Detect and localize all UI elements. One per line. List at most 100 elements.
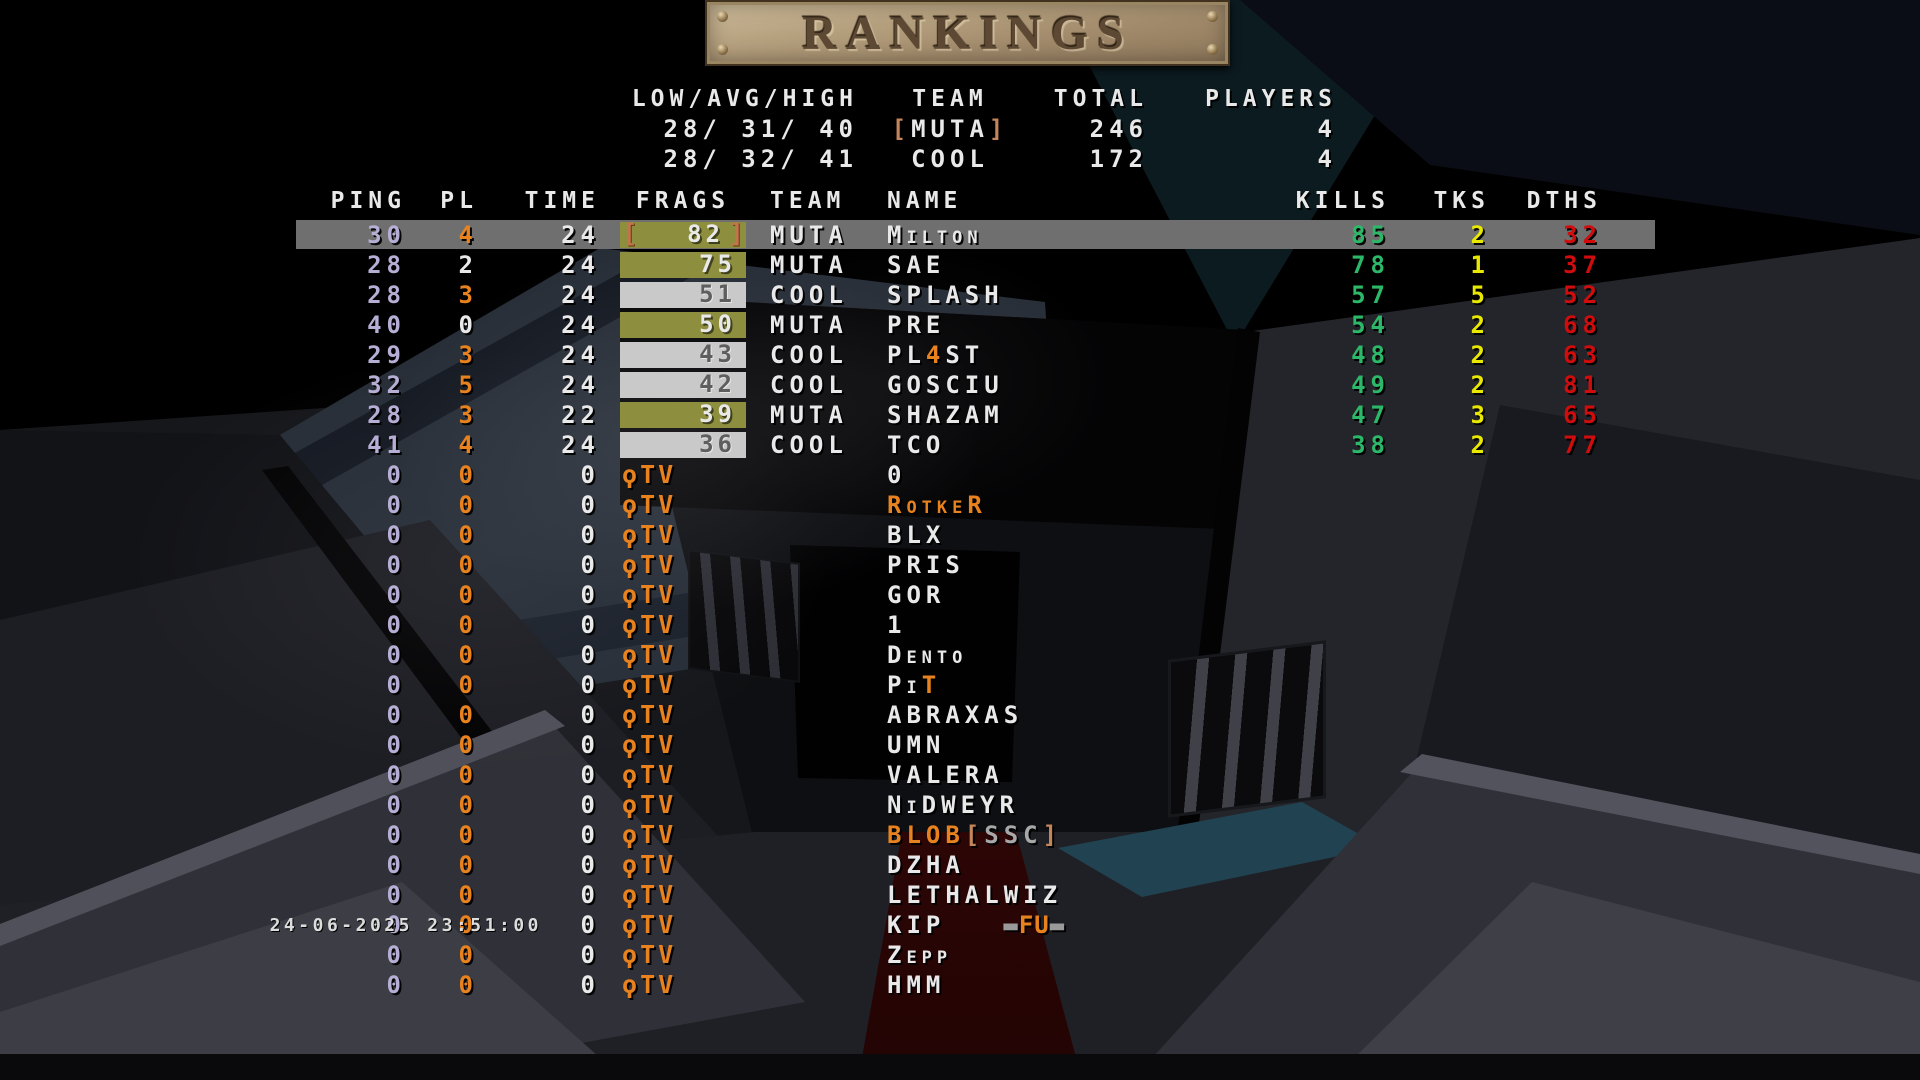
team-value: MUTA	[770, 251, 848, 279]
ping-value: 28	[367, 281, 406, 309]
frags-value: 82	[687, 220, 724, 248]
quake-logo-icon: ϙ	[622, 640, 641, 669]
time-value: 0	[580, 641, 600, 669]
pl-value: 0	[458, 491, 478, 519]
spectator-row: 0 0 0 ϙTV 1	[0, 610, 1920, 640]
player-name: 1	[887, 610, 1447, 640]
name-segment: PRE	[887, 311, 946, 339]
rivet-icon	[717, 44, 728, 55]
qtv-label: TV	[640, 580, 677, 609]
team-bracket-icon: [	[891, 115, 912, 143]
dths-value: 52	[1563, 281, 1602, 309]
dths-value: 77	[1563, 431, 1602, 459]
summary-header-total: TOTAL	[1053, 86, 1148, 112]
team-name: COOL	[911, 145, 989, 173]
frag-bracket-icon: ]	[728, 219, 744, 249]
ping-value: 40	[367, 311, 406, 339]
qtv-label: TV	[640, 700, 677, 729]
time-value: 0	[580, 911, 600, 939]
qtv-indicator: ϙTV	[622, 610, 676, 640]
player-name: 0	[887, 460, 1447, 490]
pl-value: 0	[458, 551, 478, 579]
pl-value: 0	[458, 581, 478, 609]
player-name: RotkeR	[887, 490, 1447, 520]
spectator-row: 0 0 0 ϙTV LETHALWIZ	[0, 880, 1920, 910]
kills-value: 85	[1351, 221, 1390, 249]
pl-value: 0	[458, 941, 478, 969]
team-value: COOL	[770, 341, 848, 369]
ping-value: 0	[386, 581, 406, 609]
header-team: TEAM	[770, 188, 846, 214]
frags-box: 36	[620, 430, 746, 458]
time-value: 0	[580, 971, 600, 999]
match-datetime: 24-06-2025 23:51:00	[269, 915, 542, 936]
spectator-row: 0 0 0 ϙTV PRIS	[0, 550, 1920, 580]
ping-value: 0	[386, 821, 406, 849]
qtv-indicator: ϙTV	[622, 880, 676, 910]
ping-value: 0	[386, 731, 406, 759]
qtv-label: TV	[640, 910, 677, 939]
frags-value: 51	[699, 280, 736, 308]
ping-value: 28	[367, 251, 406, 279]
time-value: 0	[580, 701, 600, 729]
quake-logo-icon: ϙ	[622, 550, 641, 579]
header-tks: TKS	[1433, 188, 1490, 214]
pl-value: 4	[458, 221, 478, 249]
summary-header-team: TEAM	[912, 86, 988, 112]
team-ping-range: 28/ 31/ 40	[663, 115, 858, 143]
frags-value: 43	[699, 340, 736, 368]
spectator-row: 0 0 0 ϙTV GOR	[0, 580, 1920, 610]
frags-box: 75	[620, 250, 746, 278]
time-value: 0	[580, 761, 600, 789]
kills-value: 38	[1351, 431, 1390, 459]
spectator-row: 0 0 0 ϙTV VALERA	[0, 760, 1920, 790]
name-segment: ST	[945, 341, 985, 369]
dths-value: 63	[1563, 341, 1602, 369]
qtv-indicator: ϙTV	[622, 910, 676, 940]
player-row: 32 5 24 42 COOL GOSCIU 49 2 81	[0, 370, 1920, 400]
frag-bracket-icon: [	[622, 219, 638, 249]
time-value: 0	[580, 611, 600, 639]
ping-value: 0	[386, 911, 406, 939]
pl-value: 0	[458, 641, 478, 669]
frags-value: 39	[699, 400, 736, 428]
pl-value: 3	[458, 281, 478, 309]
kills-value: 47	[1351, 401, 1390, 429]
frags-box: 39	[620, 400, 746, 428]
tks-value: 2	[1470, 341, 1490, 369]
ping-value: 0	[386, 551, 406, 579]
dths-value: 37	[1563, 251, 1602, 279]
time-value: 24	[561, 431, 600, 459]
player-name: HMM	[887, 970, 1447, 1000]
player-row: 30 4 24 [] 82 MUTA Milton 85 2 32	[0, 219, 1920, 250]
ping-value: 0	[386, 851, 406, 879]
pl-value: 5	[458, 371, 478, 399]
qtv-label: TV	[640, 490, 677, 519]
player-name: BLOB[SSC]	[887, 820, 1447, 850]
ping-value: 0	[386, 971, 406, 999]
header-name: NAME	[887, 188, 963, 214]
rivet-icon	[717, 11, 728, 22]
player-name: VALERA	[887, 760, 1447, 790]
highlight-band	[296, 220, 1655, 249]
fu-badge: ▬FU▬	[1003, 911, 1066, 939]
ping-value: 0	[386, 611, 406, 639]
spectator-row: 0 0 0 ϙTV PiT	[0, 670, 1920, 700]
spectator-row: 0 0 0 ϙTV HMM	[0, 970, 1920, 1000]
frags-box: 42	[620, 370, 746, 398]
ping-value: 41	[367, 431, 406, 459]
player-name: Milton	[887, 220, 1447, 250]
player-name: PRE	[887, 310, 1447, 340]
spectator-row: 0 0 0 ϙTV BLOB[SSC]	[0, 820, 1920, 850]
ping-value: 30	[367, 221, 406, 249]
qtv-indicator: ϙTV	[622, 730, 676, 760]
team-value: COOL	[770, 371, 848, 399]
team-name: [MUTA]	[891, 115, 1009, 143]
name-segment: T	[921, 671, 942, 699]
qtv-indicator: ϙTV	[622, 670, 676, 700]
time-value: 0	[580, 581, 600, 609]
spectator-row: 0 0 0 ϙTV RotkeR	[0, 490, 1920, 520]
name-segment: Pi	[887, 671, 922, 699]
name-segment: BLX	[887, 521, 946, 549]
time-value: 0	[580, 551, 600, 579]
